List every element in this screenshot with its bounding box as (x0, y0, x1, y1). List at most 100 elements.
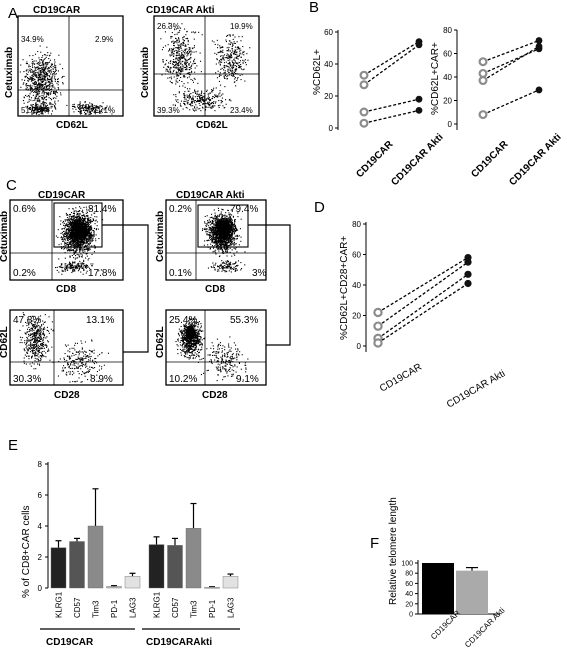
event-dot (52, 68, 54, 70)
event-dot (180, 47, 182, 49)
event-dot (45, 65, 47, 67)
event-dot (174, 67, 176, 69)
event-dot (83, 206, 85, 208)
event-dot (229, 62, 231, 64)
event-dot (68, 234, 70, 236)
event-dot (48, 86, 50, 88)
event-dot (40, 104, 42, 106)
event-dot (227, 70, 229, 72)
event-dot (208, 98, 210, 100)
x-tick-label: CD19CAR (354, 138, 396, 180)
event-dot (169, 48, 171, 50)
event-dot (237, 236, 239, 238)
event-dot (215, 244, 217, 246)
event-dot (84, 237, 86, 239)
event-dot (176, 42, 178, 44)
event-dot (183, 41, 185, 43)
event-dot (79, 220, 81, 222)
event-dot (46, 72, 48, 74)
event-dot (187, 43, 189, 45)
event-dot (235, 67, 237, 69)
event-dot (76, 225, 78, 227)
event-dot (41, 111, 43, 113)
event-dot (220, 84, 222, 86)
event-dot (66, 233, 68, 235)
event-dot (64, 232, 66, 234)
event-dot (200, 110, 202, 112)
event-dot (226, 77, 228, 79)
event-dot (180, 77, 182, 79)
event-dot (182, 41, 184, 43)
event-dot (68, 216, 70, 218)
event-dot (219, 63, 221, 65)
event-dot (84, 235, 86, 237)
event-dot (177, 99, 179, 101)
event-dot (189, 72, 191, 74)
event-dot (196, 101, 198, 103)
event-dot (44, 111, 46, 113)
event-dot (214, 216, 216, 218)
pair-connector (482, 89, 540, 116)
event-dot (234, 46, 236, 48)
event-dot (188, 59, 190, 61)
event-dot (27, 71, 29, 73)
event-dot (50, 80, 52, 82)
event-dot (43, 58, 45, 60)
event-dot (31, 65, 33, 67)
event-dot (85, 233, 87, 235)
event-dot (40, 69, 42, 71)
event-dot (188, 103, 190, 105)
event-dot (43, 88, 45, 90)
event-dot (42, 83, 44, 85)
event-dot (45, 73, 47, 75)
event-dot (191, 51, 193, 53)
event-dot (45, 62, 47, 64)
event-dot (49, 82, 51, 84)
event-dot (169, 80, 171, 82)
event-dot (208, 93, 210, 95)
event-dot (167, 70, 169, 72)
event-dot (67, 224, 69, 226)
event-dot (196, 106, 198, 108)
event-dot (81, 112, 83, 114)
event-dot (81, 236, 83, 238)
event-dot (194, 96, 196, 98)
event-dot (77, 110, 79, 112)
event-dot (76, 224, 78, 226)
event-dot (61, 263, 63, 265)
event-dot (93, 244, 95, 246)
event-dot (175, 47, 177, 49)
y-tick-label: 60 (324, 28, 333, 37)
event-dot (85, 107, 87, 109)
event-dot (70, 223, 72, 225)
event-dot (178, 37, 180, 39)
event-dot (227, 66, 229, 68)
event-dot (70, 241, 72, 243)
event-dot (22, 83, 24, 85)
event-dot (88, 228, 90, 230)
event-dot (43, 83, 45, 85)
event-dot (85, 239, 87, 241)
event-dot (171, 54, 173, 56)
event-dot (225, 61, 227, 63)
event-dot (32, 70, 34, 72)
event-dot (231, 67, 233, 69)
event-dot (232, 44, 234, 46)
event-dot (43, 87, 45, 89)
event-dot (38, 77, 40, 79)
event-dot (51, 113, 53, 115)
event-dot (199, 97, 201, 99)
event-dot (233, 59, 235, 61)
event-dot (54, 72, 56, 74)
event-dot (39, 62, 41, 64)
event-dot (228, 69, 230, 71)
event-dot (201, 90, 203, 92)
event-dot (31, 106, 33, 108)
event-dot (68, 241, 70, 243)
event-dot (51, 73, 53, 75)
event-dot (85, 212, 87, 214)
event-dot (221, 59, 223, 61)
event-dot (93, 229, 95, 231)
event-dot (204, 227, 206, 229)
event-dot (88, 106, 90, 108)
